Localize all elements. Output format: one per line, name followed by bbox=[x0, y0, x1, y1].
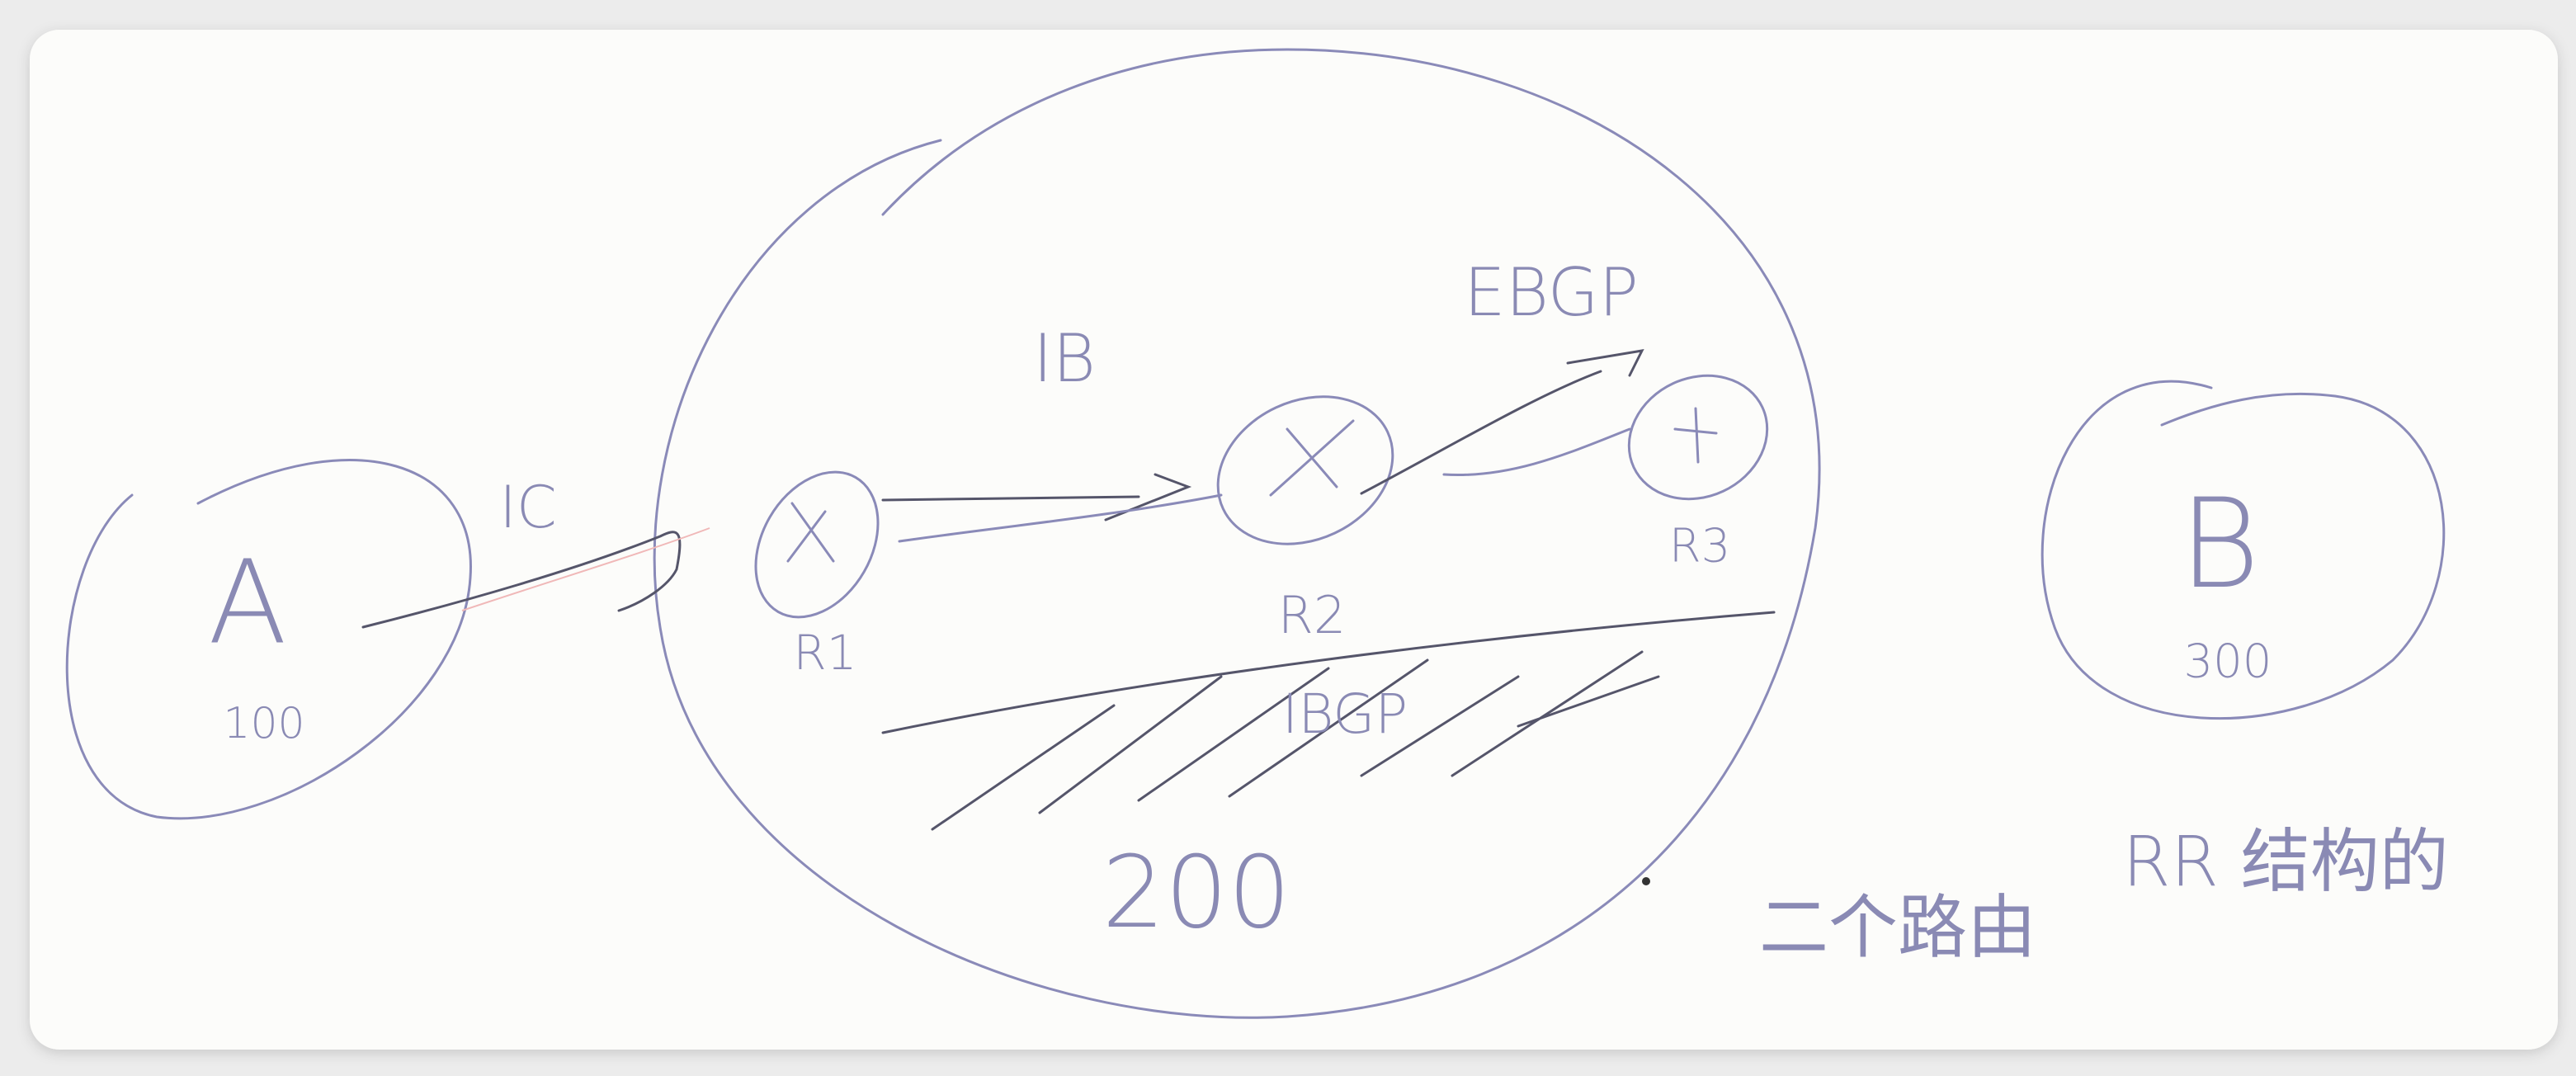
as-a-circle bbox=[65, 459, 472, 820]
link-label: IB bbox=[1033, 320, 1096, 397]
hatch-border bbox=[881, 611, 1776, 734]
link-r2-r3-2 bbox=[1442, 427, 1631, 477]
link-a-r1 bbox=[361, 531, 682, 629]
router-label: R1 bbox=[793, 625, 856, 681]
node-label: A bbox=[208, 536, 287, 671]
as-number: 100 bbox=[223, 699, 304, 748]
note: 二个路由 bbox=[1759, 887, 2036, 968]
router-label: R3 bbox=[1669, 519, 1731, 573]
node-label: B bbox=[2179, 473, 2260, 616]
canvas bbox=[30, 30, 2558, 1050]
router-r3-cross bbox=[1673, 407, 1718, 464]
hatch-label: IBGP bbox=[1282, 682, 1408, 746]
as-b-circle bbox=[2041, 380, 2446, 720]
router-r1-cross bbox=[786, 502, 835, 563]
link-a-r1-shadow bbox=[461, 527, 710, 611]
ink-dot bbox=[1642, 877, 1650, 885]
hatch-lines bbox=[931, 650, 1660, 831]
note: RR 结构的 bbox=[2122, 821, 2448, 902]
as-number: 300 bbox=[2184, 635, 2272, 688]
router-r1 bbox=[754, 470, 880, 619]
router-r2-cross bbox=[1269, 419, 1355, 497]
link-label: IC bbox=[499, 474, 557, 541]
link-label: EBGP bbox=[1464, 254, 1639, 331]
as-cloud-circle bbox=[653, 48, 1821, 1019]
router-r2 bbox=[1216, 395, 1394, 545]
link-r1-r2-2 bbox=[898, 493, 1223, 543]
link-r2-r3 bbox=[1360, 349, 1644, 495]
router-r3 bbox=[1627, 374, 1769, 501]
router-label: R2 bbox=[1278, 585, 1347, 645]
as-number: 200 bbox=[1102, 836, 1290, 951]
